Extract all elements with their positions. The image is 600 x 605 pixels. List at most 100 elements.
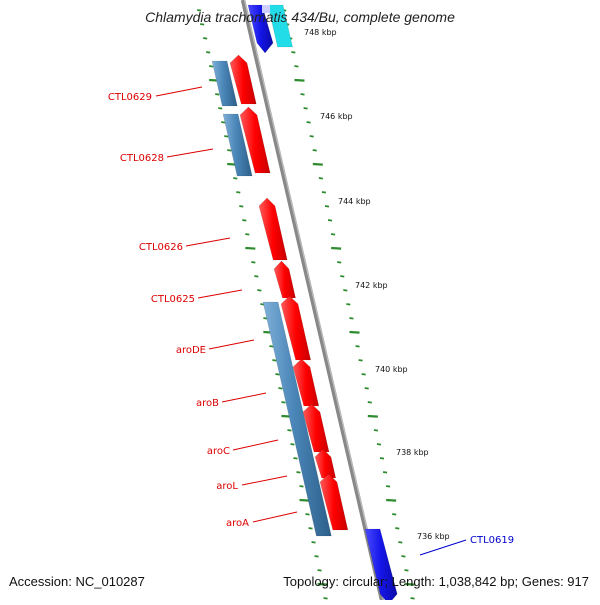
gene-label-ctl0626: CTL0626 [139,242,183,253]
tick-mark [385,485,391,488]
tick-mark [215,93,220,96]
map-title: Chlamydia trachomatis 434/Bu, complete g… [145,9,455,25]
scale-label: 742 kbp [355,281,388,290]
gene-label-arob: aroB [196,398,219,409]
tick-mark [361,373,366,376]
tick-mark [309,135,314,138]
scale-label: 738 kbp [396,448,429,457]
tick-mark [245,233,250,236]
label-leader-line [208,339,255,350]
tick-mark [367,401,372,404]
tick-mark [318,177,323,180]
gene-label-aroc: aroC [207,446,230,457]
tick-mark [376,443,382,446]
label-leader-line [185,237,231,247]
tick-mark [346,303,351,306]
label-leader-line [221,392,267,403]
gene-feature-fragment [262,5,270,13]
tick-mark [224,135,229,138]
tick-mark [312,162,323,166]
tick-mark [203,37,208,40]
tick-mark [337,261,342,264]
scale-labels: 748 kbp 746 kbp 744 kbp 742 kbp 740 kbp 738 k… [304,28,450,541]
tick-mark [308,527,313,530]
tick-mark [281,401,286,404]
tick-mark [197,9,202,12]
tick-mark [299,485,304,488]
scale-label: 744 kbp [338,197,371,206]
tick-mark [312,149,317,152]
tick-mark [410,597,415,600]
tick-mark [404,569,409,572]
tick-mark [349,330,360,334]
gene-label-ctl0628: CTL0628 [120,153,164,164]
label-leader-line [166,148,214,158]
tick-mark [239,205,244,208]
scale-label: 748 kbp [304,28,337,37]
tick-mark [327,219,333,222]
label-leader-line [241,475,288,486]
tick-mark [398,541,403,544]
tick-mark [227,149,232,152]
tick-mark [287,429,292,432]
gene-feature-ctl0626 [258,197,288,261]
tick-mark [343,289,348,292]
tick-mark [209,65,214,68]
scale-label: 740 kbp [375,365,408,374]
tick-mark [251,261,256,264]
tick-mark [379,457,385,460]
tick-mark [382,471,388,474]
gene-feature-ctl0629 [229,54,257,105]
tick-mark [314,555,319,558]
tick-mark [311,541,316,544]
backbone-line [240,0,385,601]
gene-label-ctl0629: CTL0629 [108,92,152,103]
gene-label-ctl0619: CTL0619 [470,535,514,546]
tick-mark [272,359,277,362]
tick-mark [293,457,298,460]
tick-mark [290,443,295,446]
tick-mark [275,373,280,376]
scale-label: 746 kbp [320,112,353,121]
tick-mark [401,555,406,558]
tick-mark [392,513,397,516]
label-leader-line [197,289,243,299]
tick-mark [349,317,354,320]
backbone-highlight [243,0,385,601]
tick-mark [331,246,342,250]
label-leader-line [419,539,467,556]
tick-mark [254,275,259,278]
gene-label-arode: aroDE [176,345,206,356]
gene-feature-arode [280,295,312,361]
tick-mark [242,219,247,222]
gene-feature-ctl0625 [273,260,296,299]
tick-mark [306,121,311,124]
label-leader-line [252,511,298,523]
tick-mark [206,51,211,54]
gene-feature-arol [314,448,337,479]
tick-mark [294,78,305,82]
tick-mark [305,513,310,516]
tick-mark [340,275,345,278]
tick-mark [200,23,205,26]
gene-label-arol: aroL [216,481,238,492]
tick-mark [395,527,400,530]
gene-feature-ctl0619 [364,528,398,605]
gene-feature-cyan [267,4,293,48]
tick-mark [233,177,238,180]
tick-mark [221,121,226,124]
tick-mark [296,471,301,474]
gene-feature-ctl0628 [239,106,271,174]
tick-mark [245,246,256,250]
tick-mark [317,582,328,586]
tick-mark [404,582,415,586]
gene-feature-reverse-aro-operon [262,301,332,537]
tick-mark [263,317,268,320]
tick-mark [364,387,369,390]
tick-mark [373,429,379,432]
genome-summary: Topology: circular; Length: 1,038,842 bp… [283,574,589,589]
gene-labels: CTL0629 CTL0628 CTL0626 CTL0625 aroDE aroB aro… [108,86,514,556]
tick-mark [300,93,305,96]
accession-label: Accession: NC_010287 [9,574,145,589]
